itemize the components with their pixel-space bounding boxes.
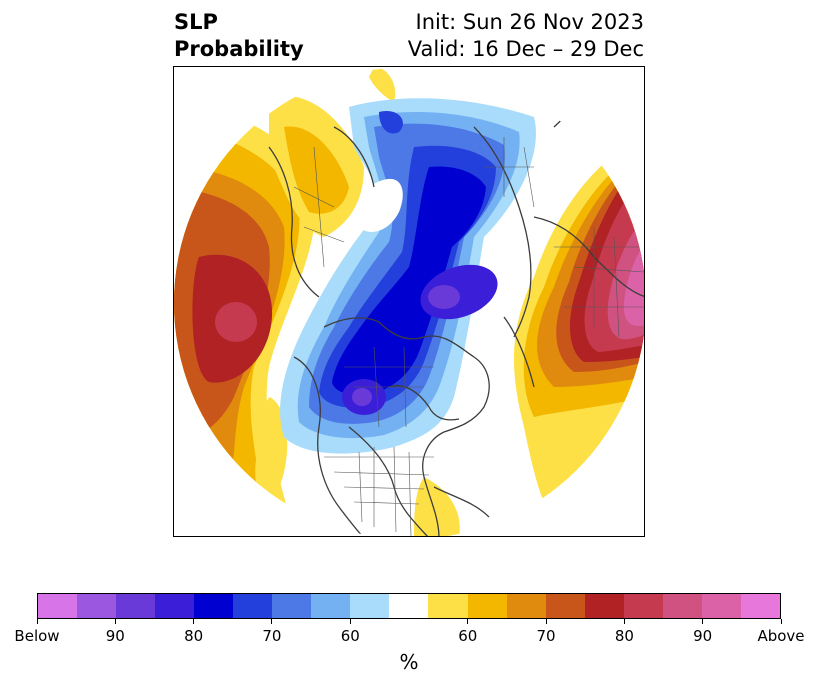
colorbar-segment [428, 594, 468, 618]
colorbar-tick [271, 619, 273, 624]
map-panel [173, 66, 645, 537]
colorbar-tick [545, 619, 547, 624]
colorbar-segment [389, 594, 429, 618]
colorbar-segment [701, 594, 741, 618]
title-left: SLP Probability [174, 9, 304, 63]
polar-map [174, 67, 644, 536]
colorbar-tick [349, 619, 351, 624]
colorbar-segment [740, 594, 780, 618]
colorbar-segment [623, 594, 663, 618]
colorbar-segment [311, 594, 351, 618]
colorbar-segment [545, 594, 585, 618]
colorbar-tick-label: Above [757, 627, 805, 645]
colorbar-segment [350, 594, 390, 618]
title-type: Probability [174, 37, 304, 61]
colorbar-tick [623, 619, 625, 624]
colorbar-segment [584, 594, 624, 618]
political-borders [293, 137, 644, 536]
colorbar-segment [506, 594, 546, 618]
colorbar-tick-label: 70 [262, 627, 282, 645]
colorbar-segment [272, 594, 312, 618]
colorbar-tick [36, 619, 38, 624]
colorbar-tick-label: 60 [458, 627, 478, 645]
colorbar-tick [780, 619, 782, 624]
init-date: Init: Sun 26 Nov 2023 [415, 10, 644, 34]
colorbar-segment [194, 594, 234, 618]
colorbar-tick-label: 60 [340, 627, 360, 645]
colorbar-tick-label: Below [14, 627, 60, 645]
coastlines [268, 86, 644, 536]
colorbar-segment [38, 594, 78, 618]
colorbar-segment [116, 594, 156, 618]
title-variable: SLP [174, 10, 218, 34]
colorbar-tick [467, 619, 469, 624]
colorbar-tick [193, 619, 195, 624]
colorbar-tick-label: 70 [536, 627, 556, 645]
colorbar-segment [155, 594, 195, 618]
colorbar [37, 593, 781, 619]
colorbar-unit: % [399, 650, 419, 674]
colorbar-tick-label: 80 [184, 627, 204, 645]
colorbar-segment [467, 594, 507, 618]
colorbar-segment [77, 594, 117, 618]
colorbar-segment [662, 594, 702, 618]
colorbar-tick-label: 80 [614, 627, 634, 645]
colorbar-tick-label: 90 [693, 627, 713, 645]
arctic-low-anomaly [280, 98, 536, 454]
colorbar-tick [702, 619, 704, 624]
valid-range: Valid: 16 Dec – 29 Dec [407, 37, 644, 61]
title-right: Init: Sun 26 Nov 2023 Valid: 16 Dec – 29… [408, 9, 644, 63]
colorbar-segment [233, 594, 273, 618]
colorbar-tick-label: 90 [105, 627, 125, 645]
colorbar-tick [114, 619, 116, 624]
